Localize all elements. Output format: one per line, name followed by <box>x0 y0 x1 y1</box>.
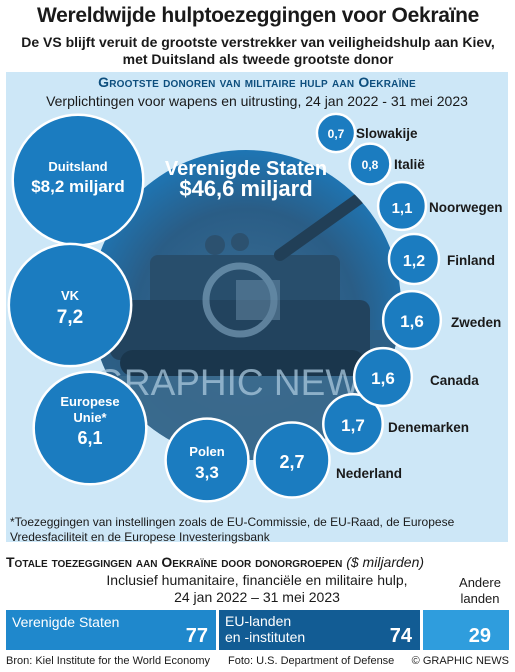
military-aid-subheading: Verplichtingen voor wapens en uitrusting… <box>46 93 468 109</box>
total-box-eu-label-1: EU-landen <box>225 613 292 629</box>
bubble-polen <box>164 417 250 503</box>
bubble-itali <box>348 142 392 186</box>
bubble-value-polen: 3,3 <box>195 463 219 482</box>
bubble-vk <box>7 242 133 368</box>
bubble-value-finland: 1,2 <box>403 253 425 270</box>
page-title: Wereldwijde hulptoezeggingen voor Oekraï… <box>36 4 480 27</box>
bubble-zweden <box>381 289 443 351</box>
totals-heading-text: Totale toezeggingen aan Oekraïne door do… <box>6 554 343 570</box>
bubble-value-noorwegen: 1,1 <box>392 200 413 217</box>
bubble-nederland <box>253 421 331 499</box>
bubble-name-finland: Finland <box>447 253 495 268</box>
totals-subheading: Inclusief humanitaire, financiële en mil… <box>6 572 508 606</box>
bubble-name-nederland: Nederland <box>336 466 402 481</box>
watermark-logo <box>202 262 280 338</box>
total-box-us-value: 77 <box>185 625 208 647</box>
total-box-us: Verenigde Staten 77 <box>6 610 216 650</box>
bubble-name-verenigde-staten: Verenigde Staten <box>165 158 327 180</box>
bubble-name-polen: Polen <box>189 444 224 459</box>
totals-sub-line-1: Inclusief humanitaire, financiële en mil… <box>106 572 408 588</box>
bubble-value-duitsland: $8,2 miljard <box>31 177 125 196</box>
total-box-us-label: Verenigde Staten <box>12 614 120 630</box>
bubble-name-slowakije: Slowakije <box>356 126 418 141</box>
military-aid-bubble-chart: GRAPHIC NEWS Verenigde Staten$46,6 milja… <box>7 112 503 503</box>
bubble-value-nederland: 2,7 <box>279 452 304 472</box>
subtitle-line-2: met Duitsland als tweede grootste donor <box>122 51 394 67</box>
bubble-finland <box>387 232 441 286</box>
totals-sub-line-2: 24 jan 2022 – 31 mei 2023 <box>174 589 340 605</box>
footnote: *Toezeggingen van instellingen zoals de … <box>10 515 455 544</box>
bubble-name-itali: Italië <box>394 157 425 172</box>
total-box-eu-value: 74 <box>389 625 412 647</box>
subtitle-line-1: De VS blijft veruit de grootste verstrek… <box>21 34 495 50</box>
page-subtitle: De VS blijft veruit de grootste verstrek… <box>8 34 508 68</box>
bubble-value-verenigde-staten: $46,6 miljard <box>179 176 312 201</box>
bubble-name-denemarken: Denemarken <box>388 420 469 435</box>
tank-hull <box>110 300 370 360</box>
total-box-eu-label-2: en -instituten <box>225 629 306 645</box>
bubble-europese-unie <box>32 370 148 486</box>
watermark-text: GRAPHIC NEWS <box>95 362 385 403</box>
bubble-slowakije <box>315 112 357 154</box>
totals-unit: ($ miljarden) <box>346 554 425 570</box>
bubble-value-zweden: 1,6 <box>400 312 424 331</box>
source-credit: Bron: Kiel Institute for the World Econo… <box>6 655 210 667</box>
total-box-other: 29 <box>423 610 509 650</box>
bubble-name-canada: Canada <box>430 373 479 388</box>
bubble-value-itali: 0,8 <box>362 158 379 172</box>
tank-tracks <box>120 350 365 376</box>
other-countries-label: Andere landen <box>448 575 512 607</box>
bubble-canada <box>352 346 414 408</box>
bubble-name-noorwegen: Noorwegen <box>429 200 503 215</box>
bubble-value-slowakije: 0,7 <box>328 127 345 141</box>
photo-credit: Foto: U.S. Department of Defense <box>228 655 395 667</box>
total-box-eu: EU-landen en -instituten 74 <box>219 610 420 650</box>
copyright: © GRAPHIC NEWS <box>411 655 509 667</box>
bubble-value-denemarken: 1,7 <box>341 416 365 435</box>
bubble-denemarken <box>322 393 384 455</box>
bubble-noorwegen <box>376 180 428 232</box>
other-label-line-1: Andere <box>459 575 501 590</box>
bubble-name-duitsland: Duitsland <box>48 159 107 174</box>
total-box-other-value: 29 <box>468 625 491 647</box>
military-aid-heading: Grootste donoren van militaire hulp aan … <box>98 74 416 90</box>
bubble-value-vk: 7,2 <box>57 307 83 328</box>
bubble-value-europese-unie: 6,1 <box>77 428 102 448</box>
bubble-name-vk: VK <box>61 288 80 303</box>
bubble-value-canada: 1,6 <box>371 369 395 388</box>
bubble-name-europese-unie: Europese Unie* <box>60 394 119 425</box>
total-box-eu-label: EU-landen en -instituten <box>225 613 305 645</box>
other-label-line-2: landen <box>460 591 500 606</box>
bubble-name-zweden: Zweden <box>451 315 501 330</box>
totals-heading: Totale toezeggingen aan Oekraïne door do… <box>6 554 508 570</box>
